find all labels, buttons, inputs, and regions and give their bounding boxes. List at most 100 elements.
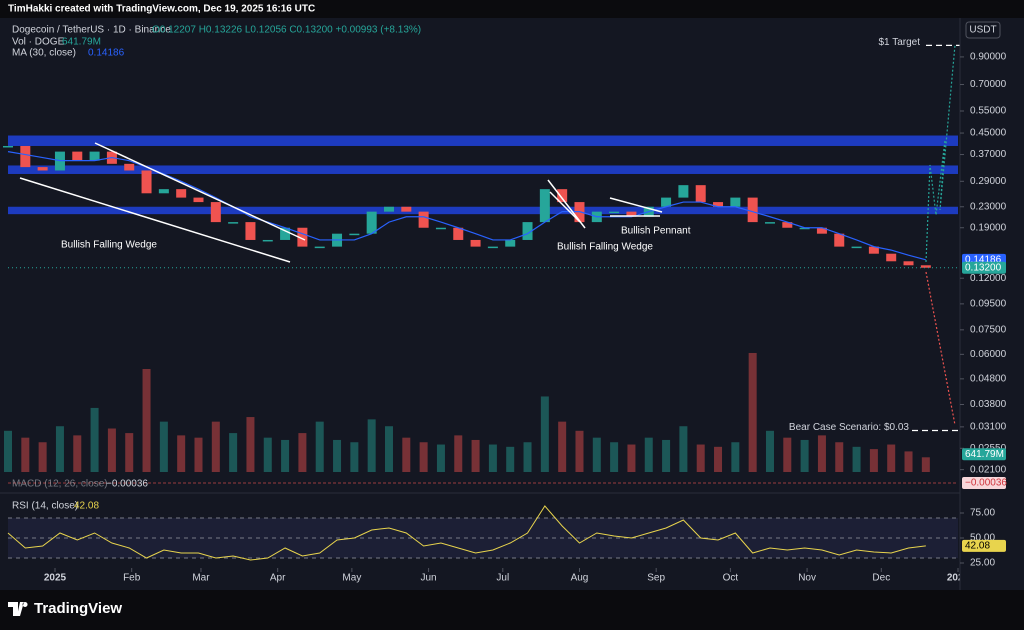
ma-value: 0.14186 [88,48,125,59]
volume-bar [315,421,324,472]
macd-label: MACD (12, 26, close) [12,479,108,490]
x-tick-label: Apr [270,573,286,584]
x-tick-label: Feb [123,573,141,584]
volume-bar [748,352,757,472]
wedge-line [19,177,291,263]
x-tick-label: 2025 [44,573,67,584]
candle [730,197,741,207]
price-axis [960,18,1024,590]
y-tick-label: 0.29000 [970,176,1007,187]
macd-badge [962,477,1006,489]
brand: TradingView [34,600,122,617]
candle [678,185,689,198]
candle [903,261,914,266]
volume-bar [21,437,30,472]
x-tick-label: Mar [192,573,210,584]
candle [383,206,394,212]
volume-bar [610,442,619,472]
candle [349,233,360,236]
y-tick-label: 0.02100 [970,464,1007,475]
candle [557,189,568,203]
volume-badge-text: 641.79M [965,449,1004,460]
currency: USDT [969,25,996,36]
volume-bar [246,417,255,472]
volume-bar [869,449,878,472]
x-tick-label: 2026 [947,573,970,584]
volume-bar [696,444,705,472]
candle [505,239,516,247]
logo [8,602,28,616]
candle [782,222,793,228]
volume-bar [90,407,99,472]
candle [262,239,273,242]
y-tick-label: 0.55000 [970,106,1007,117]
resistance-zone [8,165,958,174]
y-tick-label: 0.45000 [970,128,1007,139]
volume-bar [817,435,826,472]
plot-layer: 2025 Feb Mar Apr May Jun Jul Aug Sep Oct Nov Dec 202… [0,37,1024,584]
volume-bar [436,444,445,472]
volume-bar [765,430,774,472]
x-tick-label: Oct [723,573,739,584]
candle [3,145,13,148]
x-tick-label: Aug [571,573,589,584]
volume-bar [575,430,584,472]
volume-bar [523,442,532,472]
candle [141,170,152,194]
volume-bar [904,451,913,472]
y-tick-label: 0.12000 [970,273,1007,284]
pattern-label: Bullish Falling Wedge [61,240,157,251]
candle [695,185,706,203]
y-tick-label: 0.06000 [970,349,1007,360]
candle [124,163,135,171]
volume-bar [55,426,64,472]
candle [470,239,481,247]
candle [280,227,291,240]
y-tick-label: 0.09500 [970,299,1007,310]
x-tick-label: Dec [872,573,890,584]
volume-bar [4,430,12,472]
volume-bar [800,439,809,472]
volume-bar [159,421,168,472]
volume-bar [783,437,792,472]
ohlc: O0.12207 H0.13226 L0.12056 C0.13200 +0.0… [152,25,421,36]
rsi-value: 42.08 [74,501,99,512]
candle [193,197,204,203]
volume-bar [540,396,549,472]
candle [228,222,239,224]
candle [920,265,931,268]
vol-label: Vol · DOGE [12,37,65,48]
candle [314,246,325,249]
bear-projection [925,271,956,426]
volume-bar [350,442,359,472]
credit: TimHakki created with TradingView.com, D… [8,4,315,15]
candle [72,151,83,161]
legend: Dogecoin / TetherUS · 1D · Binance O0.12… [12,25,421,512]
candle [661,197,672,207]
candle [297,227,308,247]
ma-badge-text: 0.14186 [965,254,1002,265]
rsi-tick-label: 50.00 [970,533,995,544]
rsi-badge [962,539,1006,552]
currency-box [965,21,1001,39]
volume-bar [714,446,723,472]
close-badge-text: 0.13200 [965,262,1002,273]
volume-bar [471,439,480,472]
volume-bar [142,369,151,472]
volume-bar [644,437,653,472]
volume-bar [38,442,47,472]
volume-bar [488,444,497,472]
rsi-line [7,505,926,561]
volume-bar [298,433,307,472]
x-tick-label: May [342,573,361,584]
candle [453,227,464,240]
volume-bar [367,419,376,472]
wedge-line [94,142,306,241]
volume-bar [194,437,203,472]
volume-bar [229,433,238,472]
candle [868,246,879,254]
vol-value: 641.79M [62,37,101,48]
volume-bar [679,426,688,472]
candle [176,189,187,198]
symbol: Dogecoin / TetherUS · 1D · Binance [12,25,171,36]
